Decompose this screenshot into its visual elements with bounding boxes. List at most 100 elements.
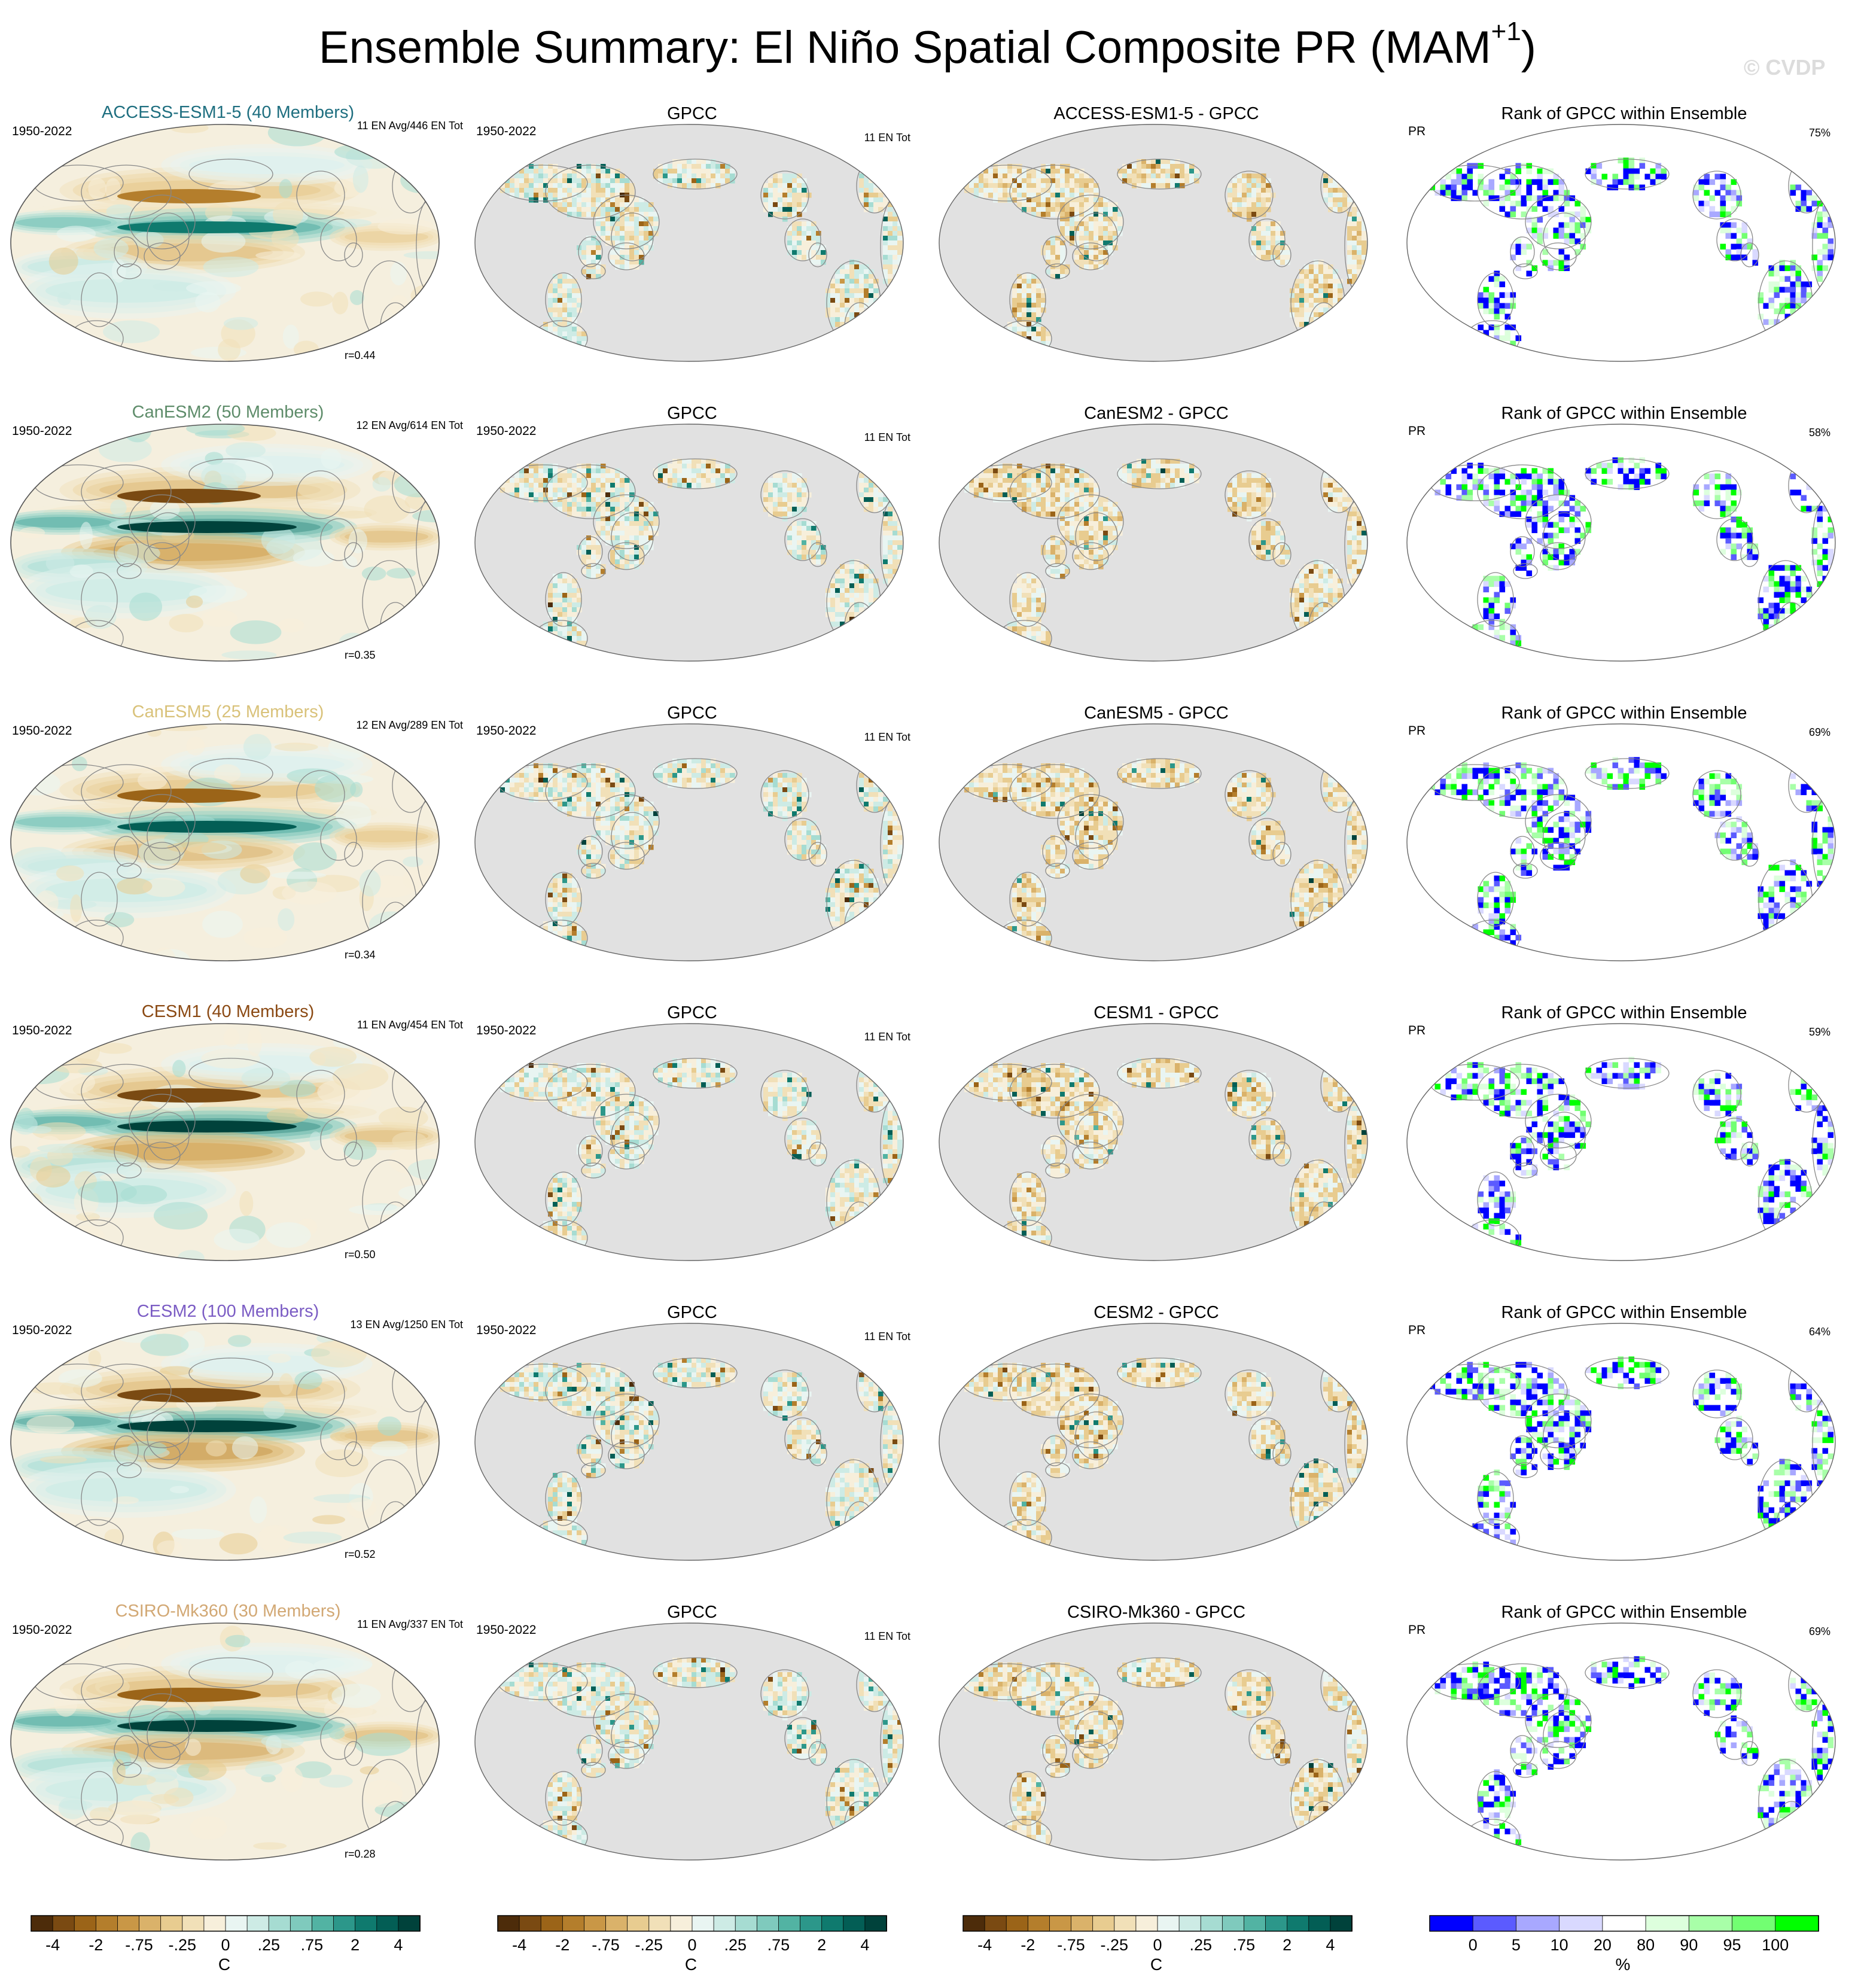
colorbar [31,1915,421,1932]
panel-title: CanESM5 (25 Members) [132,702,324,721]
panel-period: 1950-2022 [476,1323,537,1337]
map-panel-obs: GPCC 1950-2022 11 EN Tot [474,403,910,666]
panel-percent: 59% [1808,1026,1830,1038]
colorbar-tick-label: 5 [1511,1936,1521,1954]
map-panel-diff: CSIRO-Mk360 - GPCC [938,1602,1375,1865]
map-rank [1406,124,1836,362]
map-model [10,424,440,662]
panel-title: CanESM2 - GPCC [1084,404,1229,423]
map-panel-obs: GPCC 1950-2022 11 EN Tot [474,1602,910,1865]
map-diff [939,424,1368,662]
panel-percent: 69% [1808,1625,1830,1637]
panel-period: 1950-2022 [476,724,537,738]
panel-title: GPCC [667,1303,717,1322]
colorbar-tick-label: 20 [1593,1936,1612,1954]
panel-event-count: 11 EN Tot [864,132,910,144]
colorbar-tick-label: -2 [1021,1936,1035,1954]
map-obs [474,1023,904,1261]
colorbar-unit: C [218,1955,231,1974]
panel-title: Rank of GPCC within Ensemble [1501,1303,1747,1322]
panel-percent: 58% [1808,427,1830,439]
panel-title: CESM2 - GPCC [1093,1303,1219,1322]
map-model [10,124,440,362]
panel-correlation: r=0.52 [345,1548,376,1560]
panel-event-count: 11 EN Avg/446 EN Tot [357,120,463,132]
map-rank [1406,424,1836,662]
map-panel-rank: Rank of GPCC within Ensemble PR 75% [1406,103,1842,366]
panel-event-count: 11 EN Tot [864,1630,910,1642]
colorbar-tick-label: 90 [1680,1936,1698,1954]
map-model [10,1023,440,1261]
panel-title: CanESM5 - GPCC [1084,704,1229,723]
panel-variable: PR [1408,1323,1426,1337]
panel-correlation: r=0.44 [345,349,376,361]
panel-event-count: 12 EN Avg/614 EN Tot [356,419,463,431]
map-panel-rank: Rank of GPCC within Ensemble PR 58% [1406,403,1842,666]
colorbar-unit: C [1150,1955,1163,1974]
panel-title: ACCESS-ESM1-5 (40 Members) [101,103,355,122]
panel-period: 1950-2022 [476,1024,537,1037]
colorbar-tick-label: -.25 [635,1936,663,1954]
panel-period: 1950-2022 [476,124,537,138]
panel-correlation: r=0.34 [345,949,376,961]
panel-event-count: 13 EN Avg/1250 EN Tot [350,1319,463,1331]
panel-title: Rank of GPCC within Ensemble [1501,1603,1747,1622]
panel-title: GPCC [667,1603,717,1622]
map-panel-obs: GPCC 1950-2022 11 EN Tot [474,1002,910,1265]
map-rank [1406,723,1836,961]
map-panel-rank: Rank of GPCC within Ensemble PR 69% [1406,702,1842,966]
panel-period: 1950-2022 [12,1024,72,1037]
colorbar-tick-label: .25 [257,1936,280,1954]
map-panel-diff: CESM1 - GPCC [938,1002,1375,1265]
cvdp-watermark: © CVDP [1744,55,1826,80]
map-panel-rank: Rank of GPCC within Ensemble PR 69% [1406,1602,1842,1865]
panel-title: Rank of GPCC within Ensemble [1501,104,1747,123]
panel-event-count: 11 EN Tot [864,1031,910,1043]
colorbar-tick-label: .75 [300,1936,324,1954]
map-panel-rank: Rank of GPCC within Ensemble PR 59% [1406,1002,1842,1265]
colorbar-tick-label: 0 [1153,1936,1162,1954]
colorbar-tick-label: 10 [1550,1936,1568,1954]
panel-title: Rank of GPCC within Ensemble [1501,704,1747,723]
panel-event-count: 11 EN Tot [864,731,910,743]
panel-event-count: 11 EN Avg/454 EN Tot [357,1019,463,1031]
panel-period: 1950-2022 [476,1623,537,1637]
map-diff [939,1323,1368,1561]
panel-period: 1950-2022 [12,424,72,438]
colorbar-tick-label: 0 [687,1936,697,1954]
panel-correlation: r=0.35 [345,649,376,661]
panel-title: GPCC [667,404,717,423]
colorbar-tick-label: 2 [817,1936,827,1954]
colorbar-tick-label: -4 [512,1936,527,1954]
colorbar-tick-label: 95 [1723,1936,1741,1954]
colorbar-unit: C [684,1955,697,1974]
panel-title: CSIRO-Mk360 - GPCC [1067,1603,1246,1622]
panel-variable: PR [1408,1623,1426,1637]
map-obs [474,1622,904,1861]
panel-period: 1950-2022 [12,124,72,138]
panel-correlation: r=0.50 [345,1249,376,1261]
map-panel-obs: GPCC 1950-2022 11 EN Tot [474,1302,910,1565]
panel-percent: 75% [1808,127,1830,139]
panel-title: GPCC [667,104,717,123]
panel-event-count: 11 EN Tot [864,431,910,443]
map-panel-model: CSIRO-Mk360 (30 Members) 1950-2022 11 EN A… [10,1602,463,1865]
colorbar-tick-label: -.75 [125,1936,153,1954]
colorbar-tick-label: 0 [1468,1936,1478,1954]
colorbar-tick-label: 4 [394,1936,403,1954]
panel-period: 1950-2022 [12,724,72,738]
colorbar-tick-label: -.75 [592,1936,620,1954]
panel-period: 1950-2022 [12,1323,72,1337]
colorbar-tick-label: 80 [1637,1936,1655,1954]
panel-title: CSIRO-Mk360 (30 Members) [115,1602,341,1621]
map-panel-model: CanESM5 (25 Members) 1950-2022 12 EN Avg/2… [10,702,463,966]
panel-title: CanESM2 (50 Members) [132,403,324,422]
map-diff [939,723,1368,961]
panel-variable: PR [1408,424,1426,438]
map-obs [474,124,904,362]
panel-correlation: r=0.28 [345,1848,376,1860]
map-model [10,1622,440,1861]
panel-period: 1950-2022 [12,1623,72,1637]
colorbar-tick-label: -2 [555,1936,570,1954]
map-panel-model: CESM1 (40 Members) 1950-2022 11 EN Avg/454… [10,1002,463,1265]
